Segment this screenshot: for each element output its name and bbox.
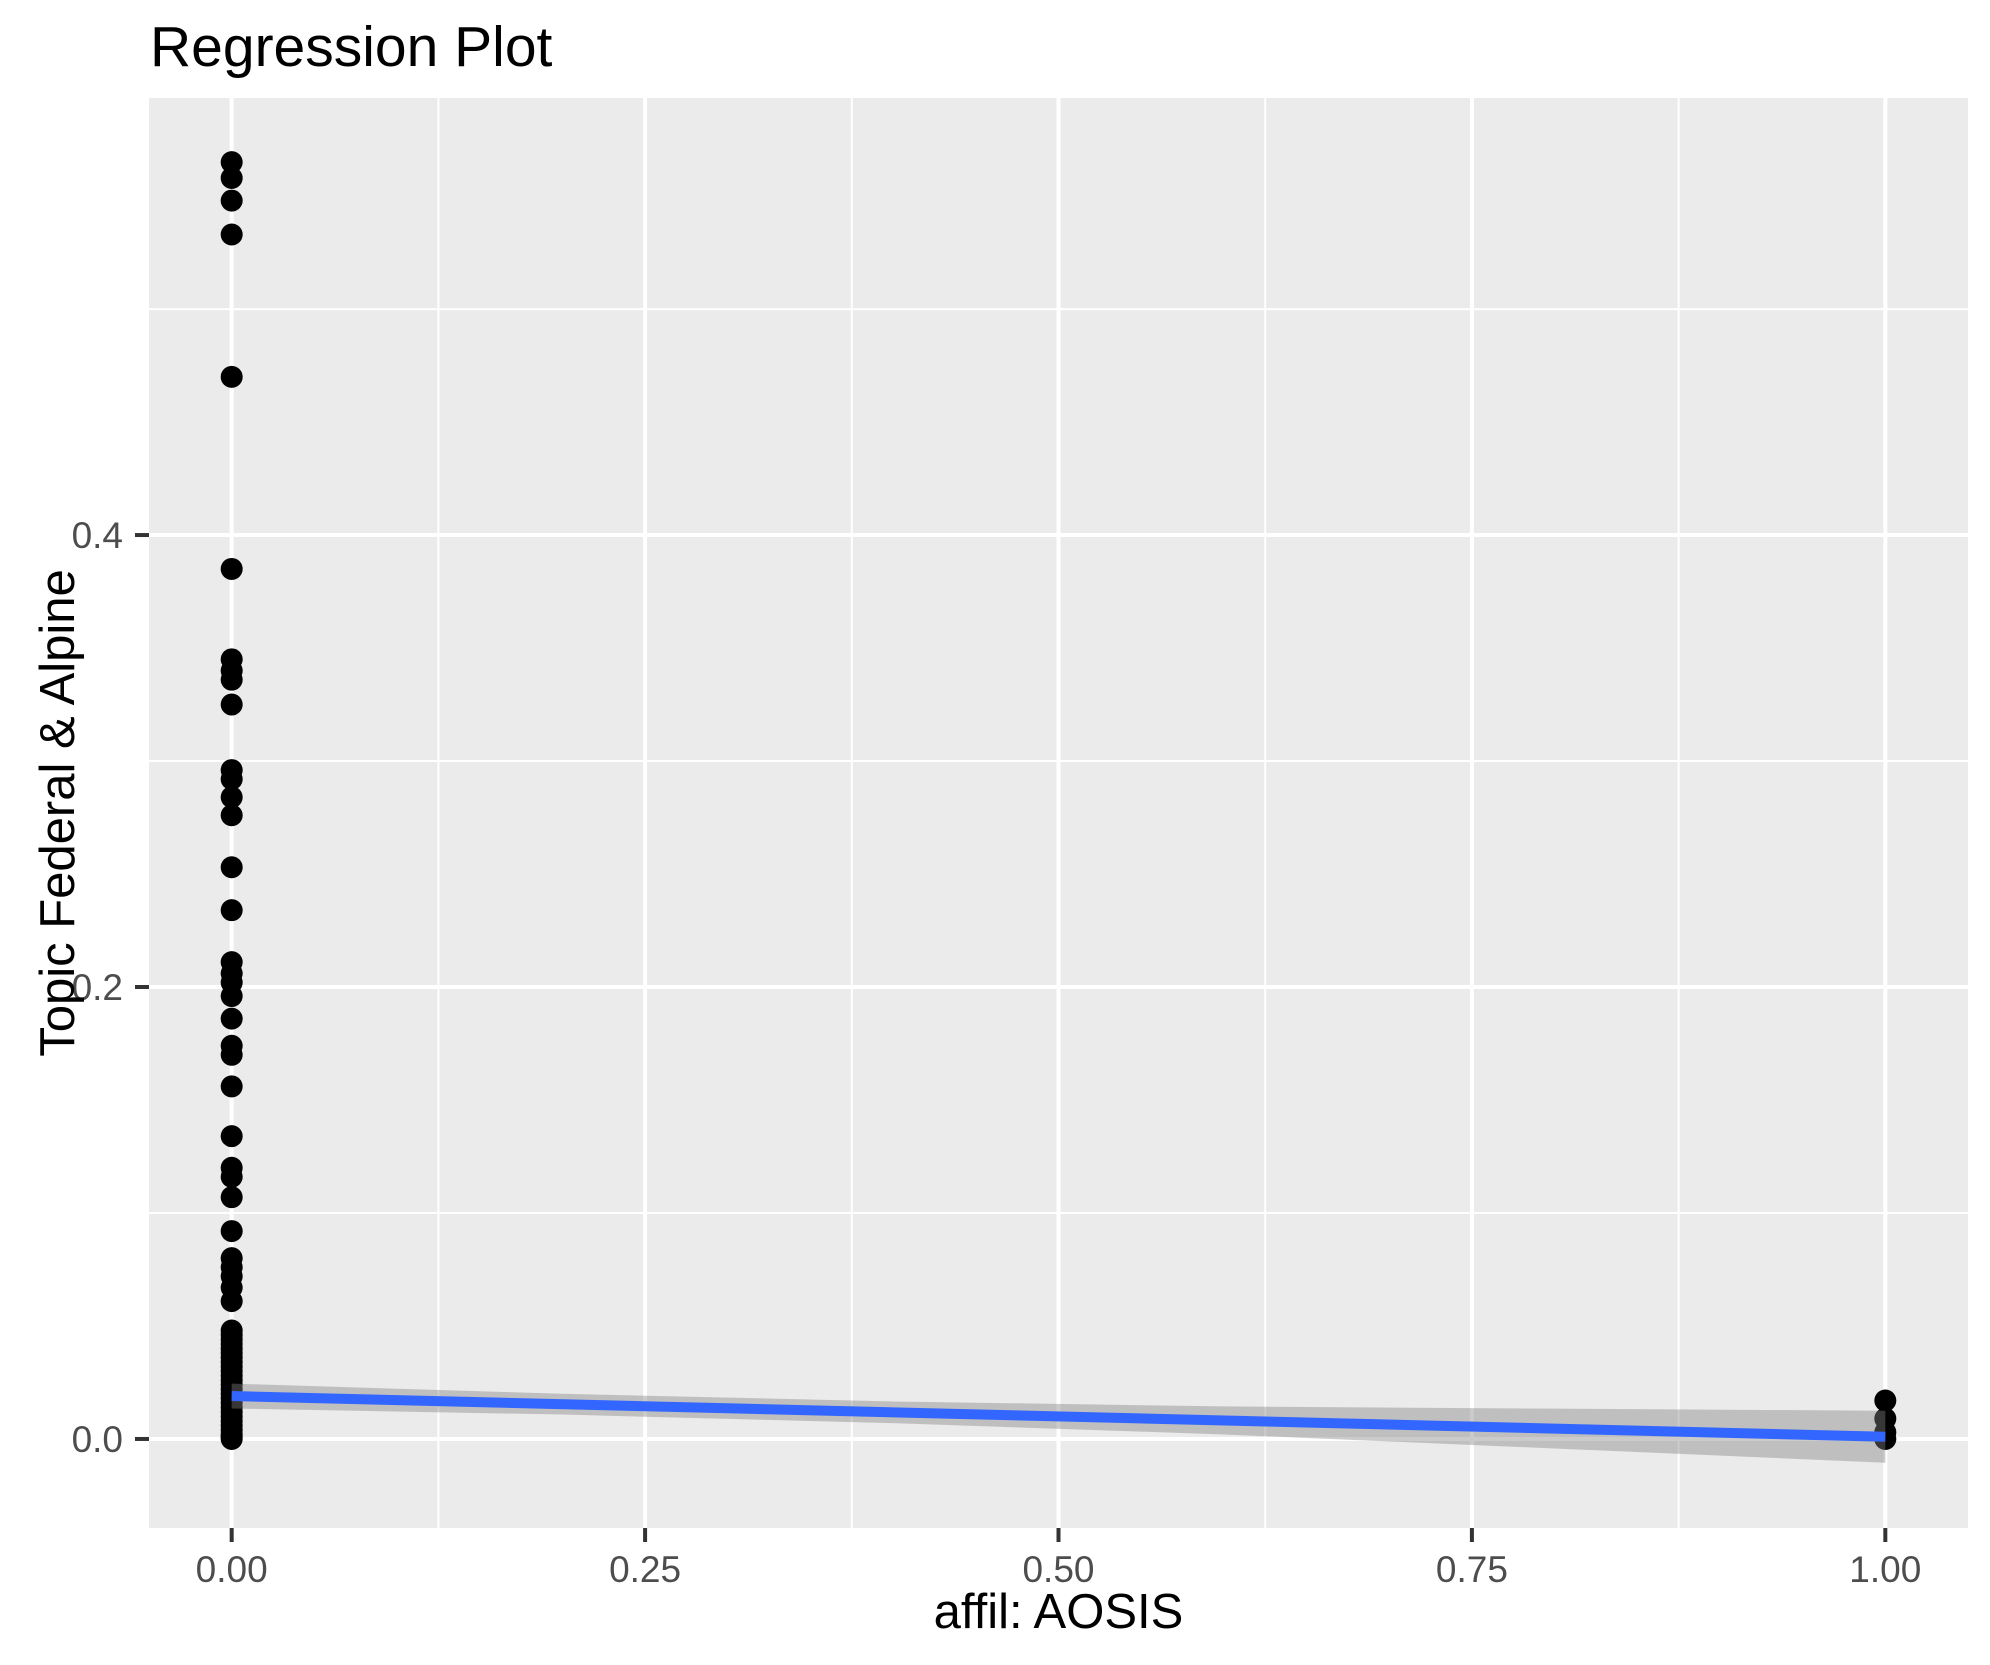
data-point [220,189,243,212]
data-point [220,151,243,174]
data-point [220,1427,243,1450]
data-point [220,1007,243,1030]
data-point [220,804,243,827]
y-tick-label: 0.4 [72,515,123,556]
x-axis-title: affil: AOSIS [933,1585,1184,1639]
data-point [220,768,243,791]
data-point [220,1075,243,1098]
chart-title: Regression Plot [150,15,553,79]
x-tick-label: 1.00 [1849,1549,1921,1590]
data-point [1874,1389,1897,1412]
data-point [220,786,243,809]
data-point [220,1125,243,1148]
data-point [220,899,243,922]
data-point [220,365,243,388]
data-point [220,557,243,580]
data-point [220,1165,243,1188]
data-point [220,1186,243,1209]
data-point [220,1290,243,1313]
x-tick-label: 0.75 [1436,1549,1508,1590]
data-point [220,985,243,1008]
x-tick-label: 0.50 [1022,1549,1094,1590]
x-tick-label: 0.00 [196,1549,268,1590]
data-point [220,1043,243,1066]
data-point [220,693,243,716]
data-point [220,1220,243,1243]
regression-line [231,1391,1886,1442]
data-point [220,223,243,246]
data-point [220,856,243,879]
x-tick-label: 0.25 [609,1549,681,1590]
data-point [220,668,243,691]
y-axis-title: Topic Federal & Alpine [31,569,85,1057]
y-tick-label: 0.0 [72,1419,123,1460]
y-tick-label: 0.2 [72,967,123,1008]
data-point [220,166,243,189]
